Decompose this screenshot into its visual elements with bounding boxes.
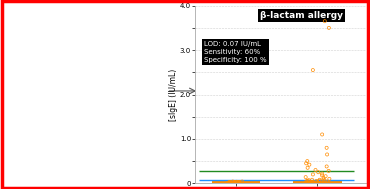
Point [228, 181, 234, 184]
Point [231, 181, 237, 184]
Point [226, 180, 232, 184]
Point [225, 181, 231, 184]
Point [326, 26, 332, 29]
Point [305, 181, 311, 184]
Point [326, 177, 332, 180]
Point [303, 162, 309, 165]
Point [232, 181, 238, 184]
Point [236, 180, 242, 184]
Point [230, 180, 236, 183]
Point [319, 172, 325, 175]
Point [303, 176, 309, 179]
Point [225, 181, 231, 184]
Point [309, 180, 315, 184]
Y-axis label: [sIgE] (IU/mL): [sIgE] (IU/mL) [169, 68, 178, 121]
Point [305, 160, 310, 163]
Point [231, 181, 236, 184]
Point [322, 179, 327, 182]
Point [228, 181, 234, 184]
Point [322, 20, 328, 23]
Point [303, 181, 309, 184]
Point [324, 180, 330, 183]
Point [314, 180, 320, 183]
Point [310, 173, 316, 176]
Point [319, 133, 325, 136]
Point [236, 180, 242, 184]
Point [305, 166, 310, 169]
Point [309, 180, 314, 184]
Point [306, 163, 312, 166]
Point [239, 180, 245, 183]
Point [313, 169, 319, 172]
Point [324, 153, 330, 156]
Point [319, 174, 325, 177]
Text: LOD: 0.07 IU/mL
Sensitivity: 60%
Specificity: 100 %: LOD: 0.07 IU/mL Sensitivity: 60% Specifi… [204, 41, 266, 63]
Point [309, 178, 315, 181]
Point [303, 180, 309, 183]
Point [313, 180, 319, 183]
Point [315, 171, 321, 174]
Point [228, 181, 234, 184]
Point [324, 165, 330, 168]
Point [324, 146, 330, 149]
Point [232, 181, 238, 184]
Point [317, 178, 323, 181]
Point [227, 181, 233, 184]
Point [326, 169, 332, 172]
Point [306, 179, 312, 182]
Point [320, 177, 326, 180]
Point [307, 181, 313, 184]
Point [236, 181, 242, 184]
Point [234, 180, 240, 183]
Text: β-lactam allergy: β-lactam allergy [260, 11, 343, 20]
Point [316, 179, 322, 182]
Point [320, 178, 326, 181]
Point [232, 181, 238, 184]
Point [323, 175, 329, 178]
Point [310, 69, 316, 72]
Point [309, 181, 315, 184]
Point [234, 180, 240, 184]
Point [227, 181, 233, 184]
Point [305, 179, 311, 182]
Point [319, 181, 325, 184]
